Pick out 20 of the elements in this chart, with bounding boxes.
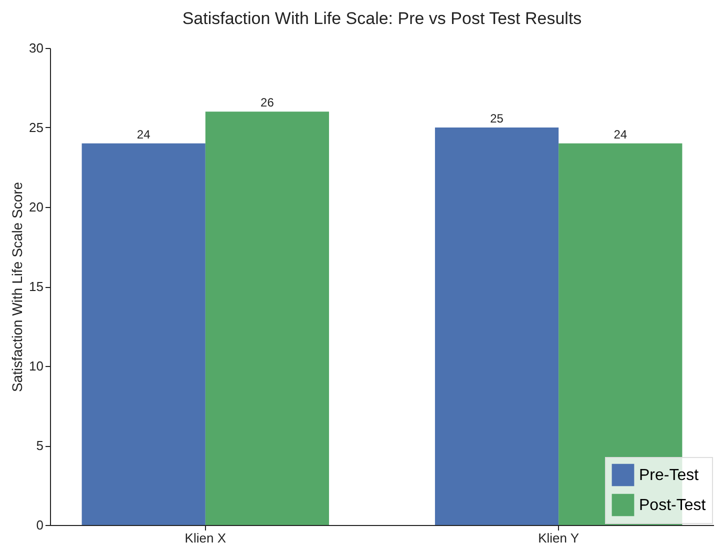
data-label: 24	[136, 127, 151, 142]
legend-label: Pre-Test	[639, 467, 700, 484]
chart-title: Satisfaction With Life Scale: Pre vs Post Test Results	[182, 9, 582, 28]
y-tick-label: 25	[29, 120, 44, 135]
y-axis-title: Satisfaction With Life Scale Score	[9, 182, 26, 392]
x-tick-label: Klien Y	[538, 530, 580, 546]
y-tick-label: 20	[29, 200, 44, 214]
data-label: 26	[260, 96, 274, 110]
data-label: 25	[490, 112, 504, 126]
y-tick-label: 0	[36, 518, 44, 532]
y-tick-label: 10	[29, 358, 44, 374]
bar	[205, 112, 330, 525]
bar	[82, 143, 206, 525]
bar	[434, 128, 559, 525]
y-tick-label: 30	[29, 40, 44, 56]
legend-label: Post-Test	[639, 497, 706, 514]
data-label: 24	[614, 127, 628, 142]
x-tick-label: Klien X	[184, 530, 226, 546]
y-tick-label: 15	[29, 279, 44, 294]
y-tick-label: 5	[36, 438, 44, 453]
